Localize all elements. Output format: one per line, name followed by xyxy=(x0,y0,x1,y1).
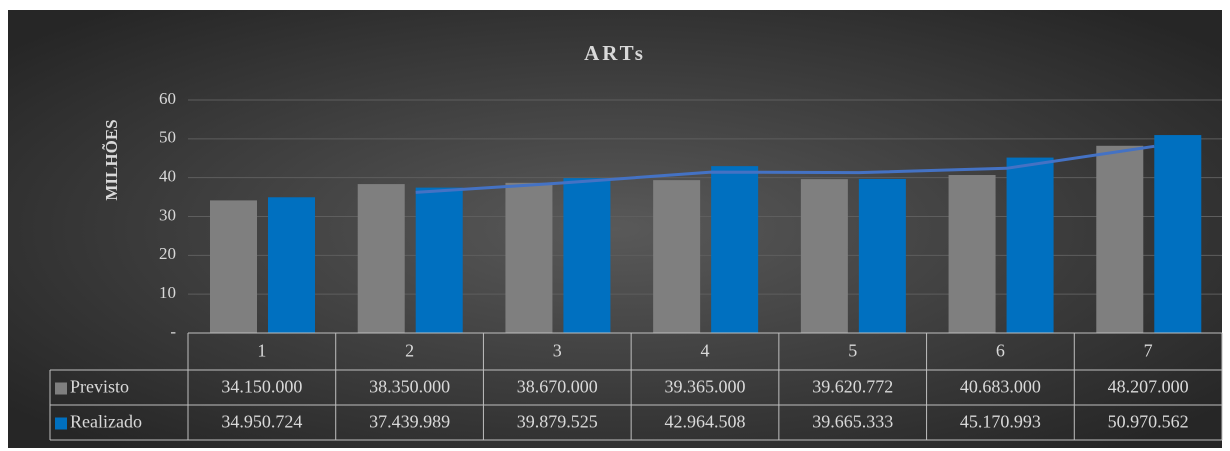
table-value: 38.350.000 xyxy=(369,377,450,397)
bar xyxy=(948,175,996,333)
y-tick-label: 10 xyxy=(159,283,176,302)
bar xyxy=(800,179,848,333)
bar xyxy=(415,187,463,333)
bar xyxy=(210,200,257,333)
bar xyxy=(268,197,315,333)
table-value: 37.439.989 xyxy=(369,412,450,432)
chart-title: ARTs xyxy=(584,41,646,65)
y-tick-label: 40 xyxy=(159,167,176,186)
table-value: 48.207.000 xyxy=(1108,377,1189,397)
x-tick-label: 1 xyxy=(257,341,266,361)
bar xyxy=(357,184,405,333)
legend-label: Previsto xyxy=(70,377,129,397)
trendline xyxy=(415,144,1155,194)
bar xyxy=(858,178,906,333)
x-tick-label: 4 xyxy=(701,341,710,361)
table-value: 40.683.000 xyxy=(960,377,1041,397)
bar xyxy=(563,178,611,333)
table-value: 45.170.993 xyxy=(960,412,1041,432)
table-value: 39.620.772 xyxy=(812,377,893,397)
bar xyxy=(711,166,759,333)
x-tick-label: 5 xyxy=(848,341,857,361)
table-value: 34.950.724 xyxy=(221,412,302,432)
y-tick-label: 50 xyxy=(159,128,176,147)
table-value: 39.879.525 xyxy=(517,412,598,432)
bar xyxy=(505,182,553,333)
table-value: 39.365.000 xyxy=(665,377,746,397)
table-value: 38.670.000 xyxy=(517,377,598,397)
bar xyxy=(1154,135,1202,333)
y-tick-label: - xyxy=(170,322,176,341)
x-tick-label: 7 xyxy=(1144,341,1153,361)
legend-key xyxy=(55,417,67,430)
table-value: 39.665.333 xyxy=(812,412,893,432)
y-tick-label: 60 xyxy=(159,89,176,108)
table-value: 34.150.000 xyxy=(221,377,302,397)
table-value: 42.964.508 xyxy=(665,412,746,432)
legend-key xyxy=(55,382,67,395)
bar xyxy=(1006,157,1054,333)
y-tick-label: 20 xyxy=(159,244,176,263)
bar xyxy=(1096,145,1144,333)
x-tick-label: 3 xyxy=(553,341,562,361)
y-axis-label: MILHÕES xyxy=(101,119,121,200)
x-tick-label: 2 xyxy=(405,341,414,361)
table-value: 50.970.562 xyxy=(1108,412,1189,432)
legend-label: Realizado xyxy=(70,412,142,432)
y-tick-label: 30 xyxy=(159,205,176,224)
bar xyxy=(653,180,701,333)
x-tick-label: 6 xyxy=(996,341,1005,361)
